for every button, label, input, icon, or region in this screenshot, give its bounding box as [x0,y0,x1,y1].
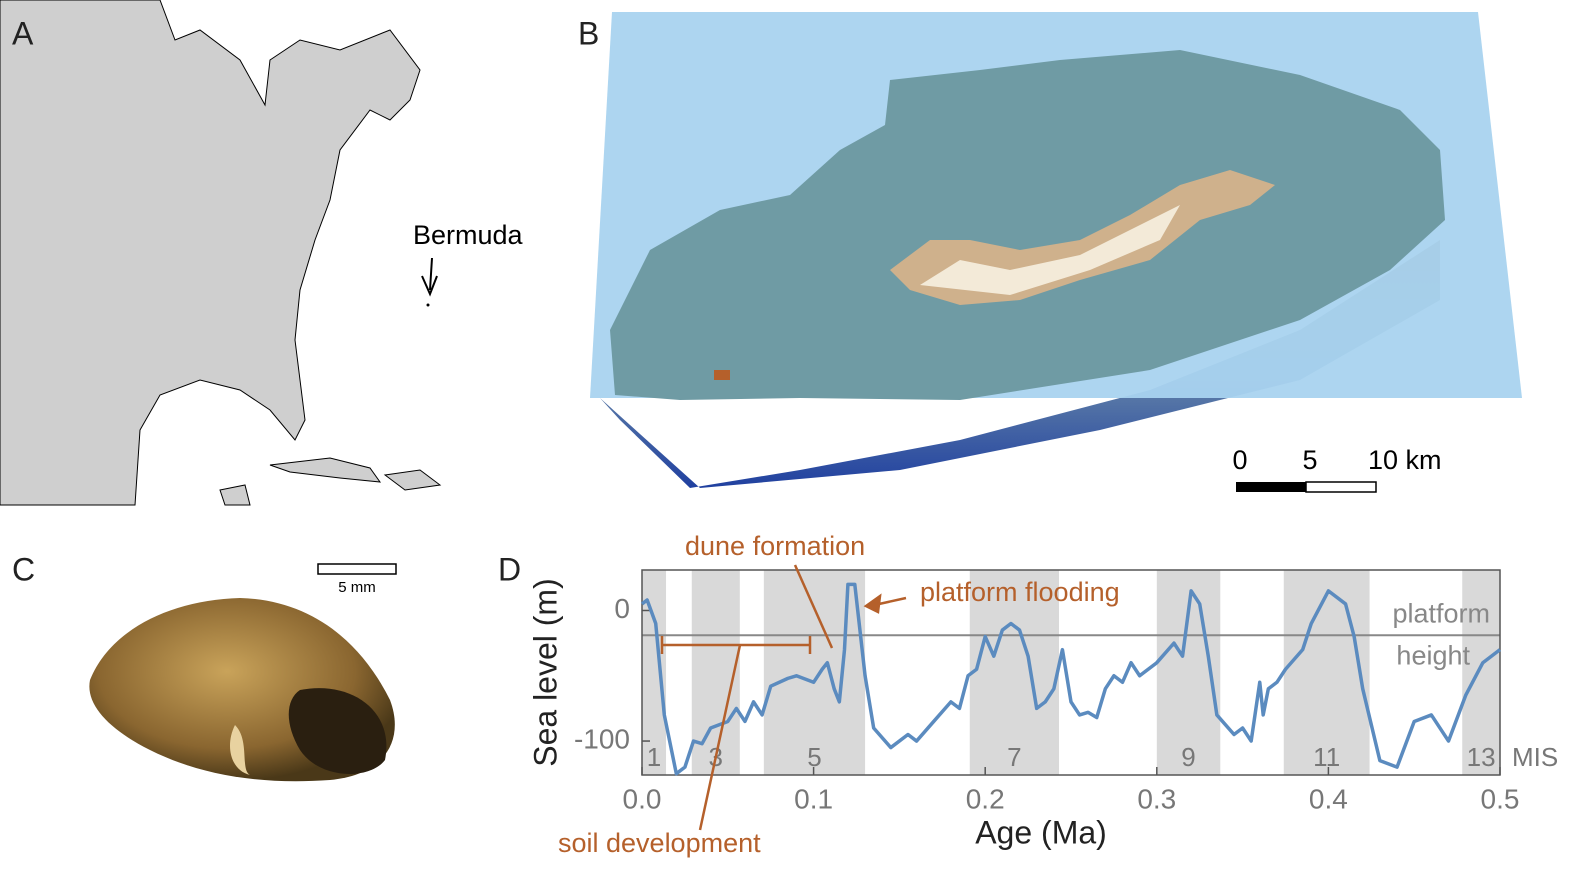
scale-label: 0 [1232,445,1247,475]
mis-band [969,570,1059,775]
mis-label: 7 [1007,742,1021,772]
y-axis-label: Sea level (m) [527,578,563,767]
panel-label: A [12,15,34,51]
plot-frame [641,569,1501,776]
x-tick-label: 0.0 [623,783,662,814]
annotation: dune formation [685,531,865,561]
mis-label: 9 [1181,742,1195,772]
platform-label: height [1396,640,1470,670]
scale-label: 5 mm [338,579,376,596]
scale-label: 10 km [1368,445,1442,475]
y-tick-label: -100 [574,723,630,754]
panel-label: C [12,551,35,587]
mis-label: 1 [647,742,661,772]
mis-band [691,570,740,775]
x-tick-label: 0.1 [794,783,833,814]
y-tick-label: 0 [614,593,630,624]
shell [89,563,397,782]
x-tick-label: 0.4 [1309,783,1348,814]
x-tick-label: 0.2 [966,783,1005,814]
annotation: platform flooding [920,577,1120,607]
platform-label: platform [1392,598,1490,628]
scale-label: 5 [1302,445,1317,475]
mis-label: 11 [1313,742,1340,772]
x-axis-label: Age (Ma) [975,814,1107,850]
mis-band [1283,570,1370,775]
x-tick-label: 0.5 [1481,783,1520,814]
x-tick-label: 0.3 [1137,783,1176,814]
place-label: Bermuda [413,220,524,250]
mis-title: MIS [1512,742,1558,772]
panel-label: D [498,551,521,587]
bathymetry [590,12,1522,493]
panel-label: B [578,15,599,51]
annotation-arrows [660,564,907,831]
sea-level-line [640,582,1502,776]
map [0,0,442,506]
mis-label: 5 [807,742,821,772]
mis-label: 13 [1467,742,1496,772]
mis-band [1462,570,1500,775]
annotation: soil development [558,828,761,858]
